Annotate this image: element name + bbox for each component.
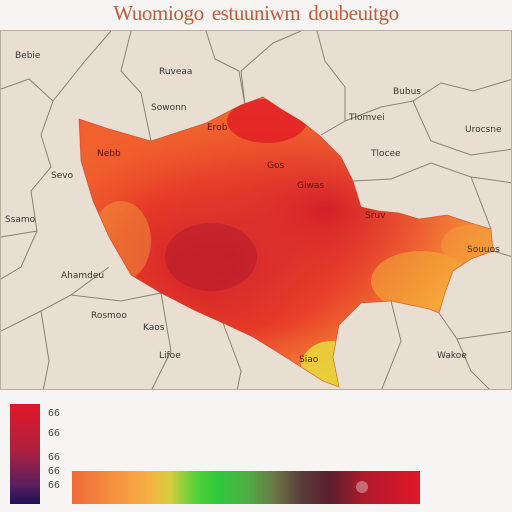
map-title: Wuomiogo estuuniwm doubeuitgo <box>0 0 512 26</box>
label-region-south: Kaos <box>143 323 165 333</box>
label-region-ne-2: Tlomvei <box>349 113 385 123</box>
label-city-6: Siao <box>299 355 319 365</box>
title-part-2: estuuniwm <box>211 0 301 25</box>
label-region-sw: Ahamdeu <box>61 271 105 281</box>
heat-region[interactable] <box>61 91 501 390</box>
label-city-2: Nebb <box>97 149 121 159</box>
legend-horizontal-scale <box>72 471 420 504</box>
map-canvas[interactable]: Bebie Ruveaa Sowonn Bubus Tlomvei Urocsn… <box>0 30 512 390</box>
legend-tick-4: 66 <box>48 466 61 477</box>
label-city-1: Erob <box>207 123 228 133</box>
label-region-west-2: Ssamo <box>5 215 36 225</box>
label-region-far-east: Urocsne <box>465 125 502 135</box>
title-part-1: Wuomiogo <box>113 0 204 25</box>
label-city-4: Giwas <box>297 181 325 191</box>
label-city-3: Gos <box>267 161 285 171</box>
label-region-north-2: Sowonn <box>151 103 187 113</box>
heatmap-svg <box>1 31 511 390</box>
legend-h-tick: 66 <box>48 480 61 491</box>
label-region-ne: Bubus <box>393 87 421 97</box>
label-region-east: Tlocee <box>371 149 401 159</box>
label-region-sw-2: Rosmoo <box>91 311 127 321</box>
label-region-south-2: Lifoe <box>159 351 181 361</box>
legend-marker <box>356 481 368 493</box>
label-city-5: Sruv <box>365 211 386 221</box>
legend-tick-1: 66 <box>48 408 61 419</box>
legend-tick-3: 66 <box>48 452 61 463</box>
province-borders <box>1 31 511 389</box>
label-region-north: Ruveaa <box>159 67 193 77</box>
label-region-nw: Bebie <box>15 51 41 61</box>
legend-vertical-scale <box>10 404 40 504</box>
legend-tick-2: 66 <box>48 428 61 439</box>
label-region-east-2: Souuos <box>467 245 500 255</box>
label-region-west: Sevo <box>51 171 74 181</box>
label-region-se: Wakoe <box>437 351 467 361</box>
title-part-3: doubeuitgo <box>308 0 399 25</box>
region-outline <box>78 96 494 388</box>
